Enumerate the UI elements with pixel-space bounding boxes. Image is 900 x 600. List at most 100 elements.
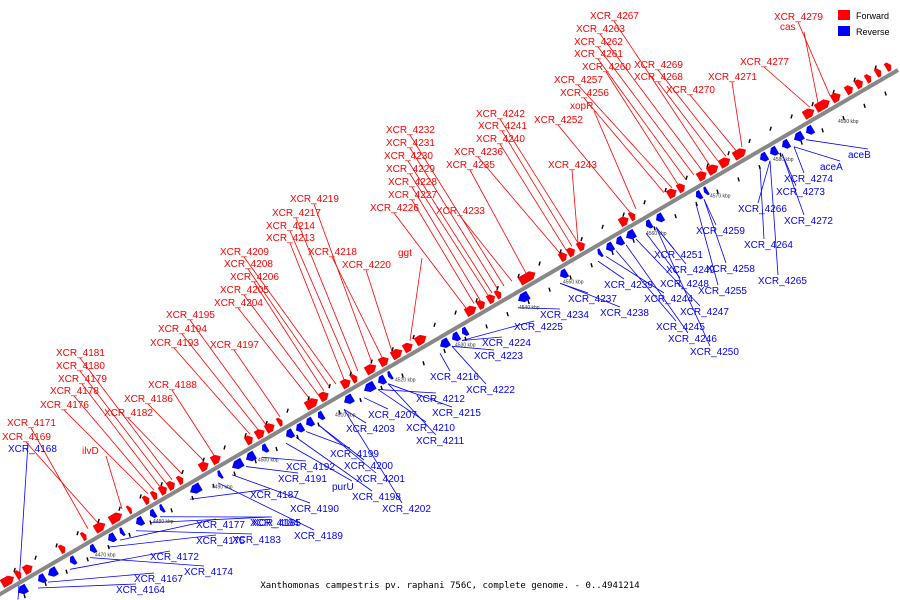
reverse-gene-label: XCR_4191 [278,474,327,485]
forward-gene-label: XCR_4193 [150,338,199,349]
forward-leader-line [689,94,737,151]
reverse-gene-label: XCR_4258 [706,264,755,275]
reverse-gene-arrow [70,555,78,565]
forward-leader-line [469,169,527,274]
axis-tick-lower [632,238,635,243]
reverse-gene-label: XCR_4183 [232,535,281,546]
forward-leader-line [79,370,167,484]
reverse-gene-arrow [18,583,29,595]
forward-leader-line [577,84,673,189]
axis-tick-upper [517,273,520,279]
axis-tick-upper [727,151,730,156]
reverse-gene-label: XCR_4203 [346,424,395,435]
reverse-leader-line [625,244,689,334]
reverse-gene-label: XCR_4234 [540,310,589,321]
reverse-gene-label: XCR_4187 [250,490,299,501]
forward-gene-arrow [317,391,329,403]
reverse-gene-label: XCR_4248 [660,279,709,290]
forward-leader-line [243,294,319,395]
axis-tick-label: 4580 kbp [773,157,794,163]
reverse-gene-arrow [387,370,394,380]
legend-reverse-swatch [838,26,850,36]
forward-gene-label: XCR_4227 [388,190,437,201]
reverse-leader-line [343,409,403,504]
forward-gene-label: ggt [398,248,412,259]
forward-gene-arrow [157,485,167,496]
forward-leader-line [501,130,573,247]
forward-leader-line [459,215,513,282]
axis-tick-upper [202,457,205,462]
axis-tick-label: 4570 kbp [710,194,731,200]
forward-gene-label: XCR_4220 [342,260,391,271]
reverse-gene-label: XCR_4266 [738,204,787,215]
forward-leader-line [79,357,173,481]
forward-gene-label: XCR_4231 [386,138,435,149]
forward-gene-arrow [0,575,15,588]
forward-gene-label: XCR_4180 [56,361,105,372]
reverse-leader-line [451,346,487,385]
axis-tick-lower [212,483,215,489]
reverse-gene-label: XCR_4177 [196,520,245,531]
reverse-gene-arrow [646,219,654,229]
forward-gene-arrow [149,490,158,501]
forward-leader-line [499,143,567,251]
axis-tick-lower [296,434,299,440]
reverse-gene-label: XCR_4174 [184,567,233,578]
reverse-leader-line [645,232,681,279]
axis-tick-upper [55,543,58,548]
reverse-gene-label: XCR_4259 [696,226,745,237]
forward-gene-label: XCR_4229 [386,164,435,175]
reverse-gene-label: XCR_4168 [8,444,57,455]
forward-gene-arrow [801,108,815,120]
axis-tick-lower [674,213,677,219]
forward-gene-label: XCR_4176 [40,400,89,411]
axis-tick-upper [13,567,16,573]
reverse-leader-line [615,250,677,322]
axis-tick-upper [601,224,604,229]
reverse-gene-arrow [232,457,245,470]
reverse-gene-arrow [462,326,470,337]
forward-gene-label: XCR_4219 [290,194,339,205]
legend-reverse-label: Reverse [856,27,890,37]
forward-leader-line [605,71,679,185]
forward-leader-line [289,242,345,380]
reverse-leader-line [107,534,217,548]
reverse-leader-line [695,203,719,286]
reverse-gene-label: XCR_4239 [604,280,653,291]
reverse-leader-line [387,383,453,408]
reverse-gene-label: XCR_4274 [784,174,833,185]
forward-leader-line [409,147,499,290]
forward-leader-line [407,160,493,294]
axis-tick-lower [863,103,866,109]
reverse-gene-label: XCR_4189 [294,531,343,542]
axis-tick-label: 4590 kbp [838,119,859,125]
reverse-gene-label: aceA [820,162,843,173]
forward-leader-line [81,383,161,488]
axis-tick-lower [380,385,383,390]
forward-leader-line [613,20,711,166]
forward-gene-arrow [303,398,319,411]
reverse-leader-line [119,518,217,541]
reverse-gene-label: XCR_4198 [352,492,401,503]
forward-gene-arrow [141,495,150,505]
forward-gene-label: cas [780,22,796,33]
reverse-leader-line [217,482,315,531]
reverse-gene-label: XCR_4244 [644,294,693,305]
reverse-leader-line [757,160,771,204]
forward-gene-arrow [165,480,175,491]
genome-axis-layer [0,68,900,597]
axis-tick-upper [643,200,646,205]
forward-leader-line [593,110,637,210]
forward-gene-arrow [107,512,123,525]
axis-tick-lower [65,569,68,574]
reverse-gene-label: XCR_4164 [116,585,165,596]
reverse-leader-line [461,336,503,341]
reverse-leader-line [245,466,299,474]
figure-title: Xanthomonas campestris pv. raphani 756C,… [260,581,639,591]
axis-tick-label: 4500 kbp [258,458,279,464]
reverse-gene-label: XCR_4247 [680,307,729,318]
forward-leader-line [477,156,561,254]
forward-gene-arrow [349,374,358,384]
reverse-gene-arrow [378,374,388,385]
